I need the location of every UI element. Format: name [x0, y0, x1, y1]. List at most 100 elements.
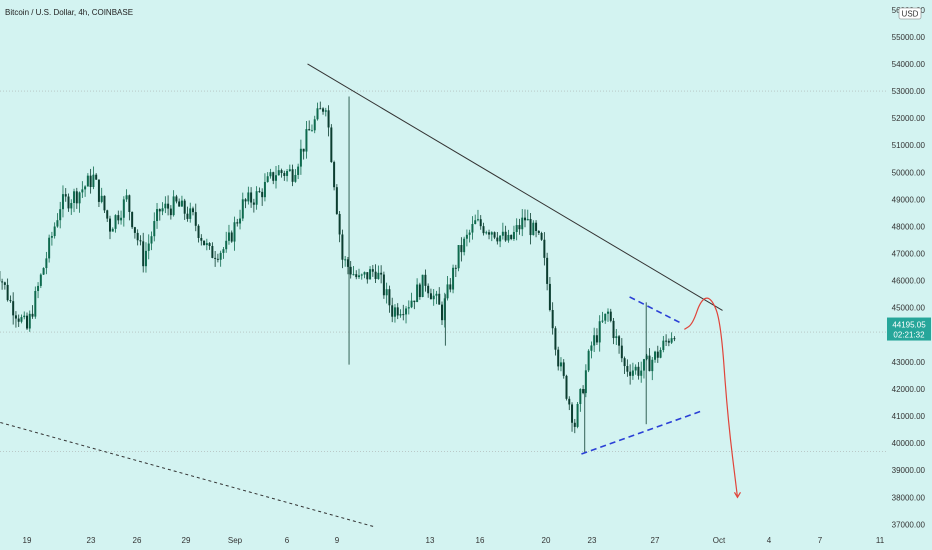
candle — [667, 338, 670, 347]
candle — [203, 240, 206, 246]
candle — [239, 209, 242, 230]
candle — [446, 275, 449, 301]
time-tick-label: 23 — [588, 536, 597, 545]
candle — [84, 185, 87, 197]
price-tick-label: 43000.00 — [892, 358, 926, 367]
candle — [272, 171, 275, 185]
candle — [241, 192, 244, 222]
time-tick-label: 29 — [182, 536, 191, 545]
candle — [360, 273, 363, 280]
candle — [510, 234, 513, 241]
candle — [584, 364, 587, 398]
candle — [590, 341, 593, 359]
candle — [402, 304, 405, 321]
candle — [369, 266, 372, 280]
candle — [28, 310, 31, 332]
candle — [410, 292, 413, 309]
candle — [673, 336, 676, 342]
candle — [659, 347, 662, 359]
candle — [346, 256, 349, 275]
candle — [529, 212, 532, 245]
candle — [568, 396, 571, 411]
candle — [172, 190, 175, 217]
candle — [20, 314, 23, 324]
candle — [261, 188, 264, 206]
candle — [662, 335, 665, 353]
projection-path[interactable] — [684, 297, 739, 498]
candle — [598, 315, 601, 352]
candle — [429, 288, 432, 300]
triangle-lower-line[interactable] — [581, 409, 703, 455]
candle — [236, 218, 239, 227]
candle — [631, 362, 634, 380]
candle — [50, 231, 53, 246]
time-axis[interactable]: 19 23 26 29 Sep 6 9 13 16 20 23 27 Oct 4 7 11 — [23, 536, 885, 545]
candle — [393, 304, 396, 323]
candle — [250, 187, 253, 208]
last-price-label: 44195.05 — [892, 321, 926, 330]
price-tick-label: 41000.00 — [892, 412, 926, 421]
candle — [607, 308, 609, 322]
price-tick-label: 47000.00 — [892, 250, 926, 259]
candle — [654, 350, 657, 363]
candle — [216, 253, 219, 263]
candle — [604, 313, 607, 324]
candle — [465, 229, 468, 247]
candle — [391, 297, 394, 323]
candle — [623, 356, 626, 375]
descending-trend-line[interactable] — [307, 63, 723, 311]
candle — [64, 188, 67, 202]
candle — [322, 107, 325, 115]
candle — [67, 193, 70, 212]
candle — [327, 105, 330, 137]
candle — [609, 308, 612, 323]
candle — [81, 181, 84, 198]
candle — [665, 334, 668, 346]
candle — [144, 242, 147, 273]
candle — [443, 292, 446, 328]
candle — [651, 356, 654, 381]
candle — [377, 265, 380, 280]
candle — [147, 234, 150, 260]
chart-title: Bitcoin / U.S. Dollar, 4h, COINBASE — [5, 8, 133, 17]
price-tick-label: 51000.00 — [892, 141, 926, 150]
candle — [277, 165, 280, 176]
candle — [122, 196, 125, 227]
candle — [266, 172, 269, 183]
candle — [258, 187, 261, 193]
candle — [34, 286, 37, 319]
price-tick-label: 46000.00 — [892, 277, 926, 286]
candle — [452, 264, 455, 294]
candle — [468, 229, 471, 243]
candle — [230, 230, 233, 243]
candle — [128, 194, 131, 221]
candle — [496, 231, 499, 245]
currency-button[interactable]: USD — [898, 7, 922, 20]
candle — [133, 226, 136, 239]
candle — [488, 229, 491, 240]
candle — [12, 292, 15, 325]
price-tick-label: 48000.00 — [892, 222, 926, 231]
candle — [335, 184, 338, 215]
candle — [634, 364, 637, 375]
candle — [78, 191, 81, 213]
candle — [131, 211, 134, 229]
candle — [14, 311, 17, 328]
candle — [175, 194, 178, 204]
candle — [330, 124, 333, 163]
candle — [532, 220, 535, 236]
candle — [338, 211, 341, 243]
currency-label[interactable]: USD — [902, 10, 919, 19]
candle — [280, 168, 283, 178]
candle — [380, 265, 383, 284]
candle — [358, 268, 360, 280]
time-tick-label: 20 — [542, 536, 551, 545]
candle — [521, 209, 524, 237]
candle — [95, 173, 98, 180]
candle — [252, 198, 255, 213]
dotted-trend-line[interactable] — [0, 416, 376, 528]
candle — [382, 271, 385, 299]
candle — [316, 102, 319, 121]
candle — [540, 231, 543, 241]
